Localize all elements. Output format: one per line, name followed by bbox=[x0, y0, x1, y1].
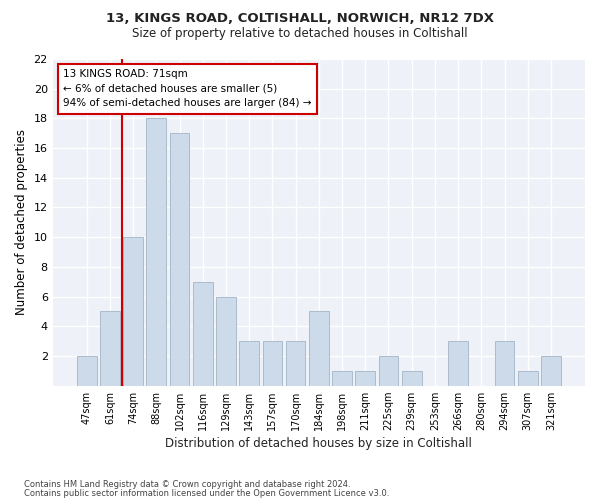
Bar bbox=[379, 356, 398, 386]
Bar bbox=[146, 118, 166, 386]
Bar bbox=[123, 237, 143, 386]
Bar bbox=[77, 356, 97, 386]
Bar bbox=[402, 371, 422, 386]
Bar bbox=[518, 371, 538, 386]
Bar bbox=[541, 356, 561, 386]
Bar bbox=[286, 341, 305, 386]
Bar bbox=[355, 371, 375, 386]
Y-axis label: Number of detached properties: Number of detached properties bbox=[15, 130, 28, 316]
Bar bbox=[263, 341, 282, 386]
Bar bbox=[309, 312, 329, 386]
Bar bbox=[193, 282, 212, 386]
Text: Contains HM Land Registry data © Crown copyright and database right 2024.: Contains HM Land Registry data © Crown c… bbox=[24, 480, 350, 489]
Text: 13 KINGS ROAD: 71sqm
← 6% of detached houses are smaller (5)
94% of semi-detache: 13 KINGS ROAD: 71sqm ← 6% of detached ho… bbox=[64, 69, 312, 108]
X-axis label: Distribution of detached houses by size in Coltishall: Distribution of detached houses by size … bbox=[166, 437, 472, 450]
Text: Contains public sector information licensed under the Open Government Licence v3: Contains public sector information licen… bbox=[24, 489, 389, 498]
Text: 13, KINGS ROAD, COLTISHALL, NORWICH, NR12 7DX: 13, KINGS ROAD, COLTISHALL, NORWICH, NR1… bbox=[106, 12, 494, 26]
Bar bbox=[216, 296, 236, 386]
Bar bbox=[239, 341, 259, 386]
Bar bbox=[332, 371, 352, 386]
Text: Size of property relative to detached houses in Coltishall: Size of property relative to detached ho… bbox=[132, 28, 468, 40]
Bar bbox=[100, 312, 120, 386]
Bar bbox=[494, 341, 514, 386]
Bar bbox=[170, 133, 190, 386]
Bar bbox=[448, 341, 468, 386]
